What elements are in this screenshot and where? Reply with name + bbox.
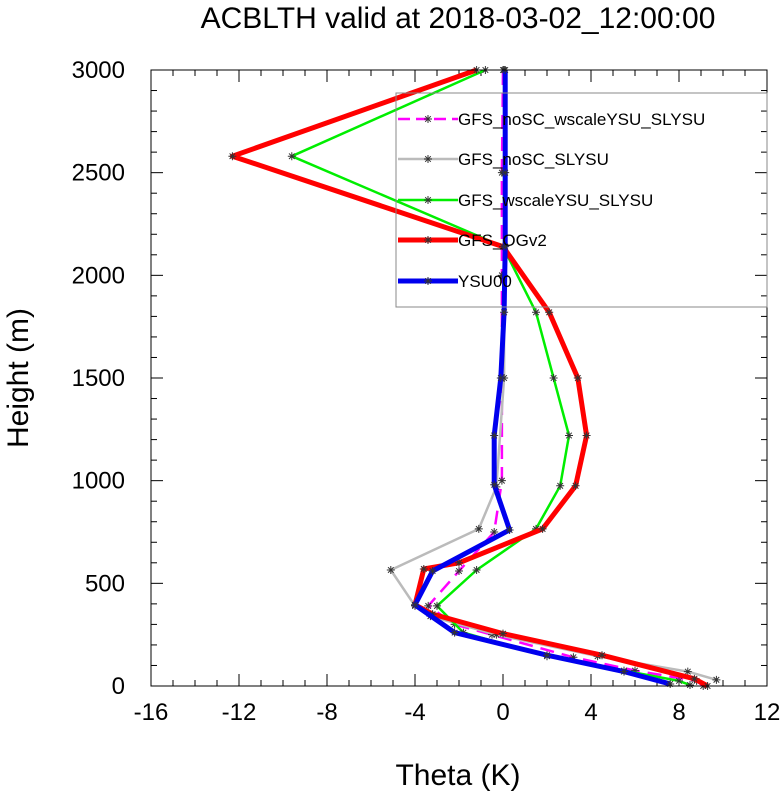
data-point (549, 374, 558, 382)
data-point (538, 524, 547, 533)
data-point (386, 565, 395, 574)
data-point (545, 308, 554, 317)
x-tick-label: 12 (754, 699, 781, 726)
data-point (433, 601, 441, 610)
x-tick-label: 0 (496, 699, 509, 726)
data-point (501, 242, 510, 251)
legend-label: GFS_noSC_wscaleYSU_SLYSU (458, 110, 705, 129)
data-point (472, 565, 481, 574)
y-tick-label: 0 (112, 673, 125, 700)
data-point (675, 676, 683, 685)
x-tick-label: 8 (672, 699, 685, 726)
legend-label: GFS_wscaleYSU_SLYSU (458, 191, 653, 210)
data-point (556, 481, 565, 490)
data-point (455, 558, 463, 567)
series-line (426, 69, 704, 687)
data-point (474, 524, 483, 533)
series-layer (228, 66, 721, 690)
data-point (424, 196, 432, 204)
data-point (631, 666, 639, 675)
data-point (666, 679, 675, 688)
data-point (492, 630, 501, 639)
y-tick-label: 3000 (72, 57, 125, 84)
data-point (490, 480, 499, 489)
series-YSU00 (411, 66, 675, 688)
x-tick-label: -12 (222, 699, 257, 726)
data-point (598, 651, 606, 660)
data-point (573, 374, 582, 382)
data-point (620, 667, 628, 676)
legend-label: GFS_OGv2 (458, 231, 547, 250)
x-tick-label: 4 (584, 699, 597, 726)
data-point (571, 481, 580, 490)
data-point (532, 308, 540, 317)
y-tick-label: 2000 (72, 262, 125, 289)
data-point (428, 610, 437, 619)
chart-title: ACBLTH valid at 2018-03-02_12:00:00 (201, 2, 716, 35)
data-point (419, 564, 428, 573)
data-point (712, 675, 721, 684)
data-point (424, 236, 432, 244)
legend-label: YSU00 (458, 272, 512, 291)
y-tick-label: 1000 (72, 468, 125, 495)
legend: GFS_noSC_wscaleYSU_SLYSU GFS_noSC_SLYSU GF… (395, 92, 768, 308)
data-point (499, 629, 507, 638)
data-point (228, 152, 237, 161)
data-point (424, 601, 433, 610)
data-point (424, 115, 432, 123)
data-point (505, 525, 514, 534)
legend-box (395, 92, 768, 308)
x-tick-label: -8 (316, 699, 337, 726)
y-axis-title: Height (m) (2, 308, 35, 448)
x-tick-label: -16 (134, 699, 169, 726)
x-tick-label: -4 (404, 699, 425, 726)
data-point (569, 653, 578, 662)
data-point (565, 431, 573, 440)
legend-label: GFS_noSC_SLYSU (458, 150, 609, 169)
data-point (424, 155, 432, 163)
data-point (428, 567, 437, 576)
data-point (496, 374, 505, 382)
data-point (690, 674, 699, 683)
data-point (411, 600, 419, 609)
data-point (686, 680, 694, 689)
y-tick-label: 2500 (72, 160, 125, 187)
y-tick-label: 1500 (72, 365, 125, 392)
series-line (412, 70, 671, 687)
data-point (501, 168, 510, 177)
data-point (287, 152, 296, 161)
data-point (424, 277, 432, 285)
data-point (497, 476, 506, 485)
y-tick-label: 500 (85, 570, 125, 597)
data-point (683, 667, 692, 676)
data-point (450, 628, 459, 637)
data-point (490, 528, 499, 536)
plot-frame (150, 69, 768, 687)
data-point (543, 651, 551, 660)
data-point (582, 431, 591, 440)
data-point (490, 431, 499, 440)
x-axis-title: Theta (K) (395, 759, 520, 792)
series-line (229, 67, 709, 689)
axis-ticks: -16 -12 -8 -4 0 4 8 12 0 500 1000 1500 2000 2500 3000 (72, 57, 781, 726)
data-point (500, 308, 509, 317)
data-point (455, 567, 463, 576)
